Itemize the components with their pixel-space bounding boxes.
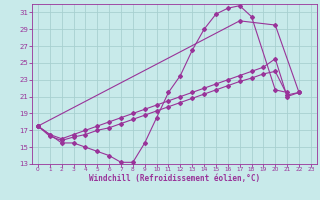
X-axis label: Windchill (Refroidissement éolien,°C): Windchill (Refroidissement éolien,°C) — [89, 174, 260, 183]
